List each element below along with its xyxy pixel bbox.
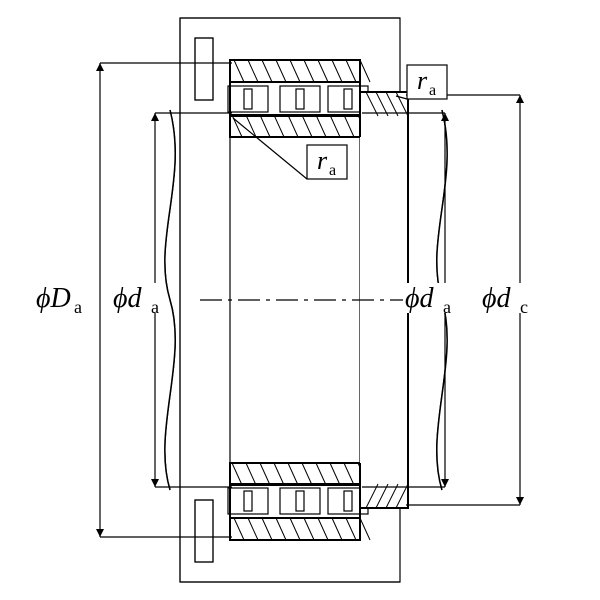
svg-text:c: c [520,297,528,317]
svg-text:r: r [417,66,428,95]
svg-text:a: a [429,82,436,99]
svg-text:ϕd: ϕd [482,283,511,314]
svg-text:a: a [151,297,159,317]
svg-text:ϕd: ϕd [113,283,142,314]
svg-text:ϕd: ϕd [405,283,434,314]
svg-text:a: a [74,297,82,317]
svg-text:a: a [329,162,336,179]
svg-text:a: a [443,297,451,317]
svg-text:r: r [317,146,328,175]
svg-text:ϕD: ϕD [36,283,71,314]
